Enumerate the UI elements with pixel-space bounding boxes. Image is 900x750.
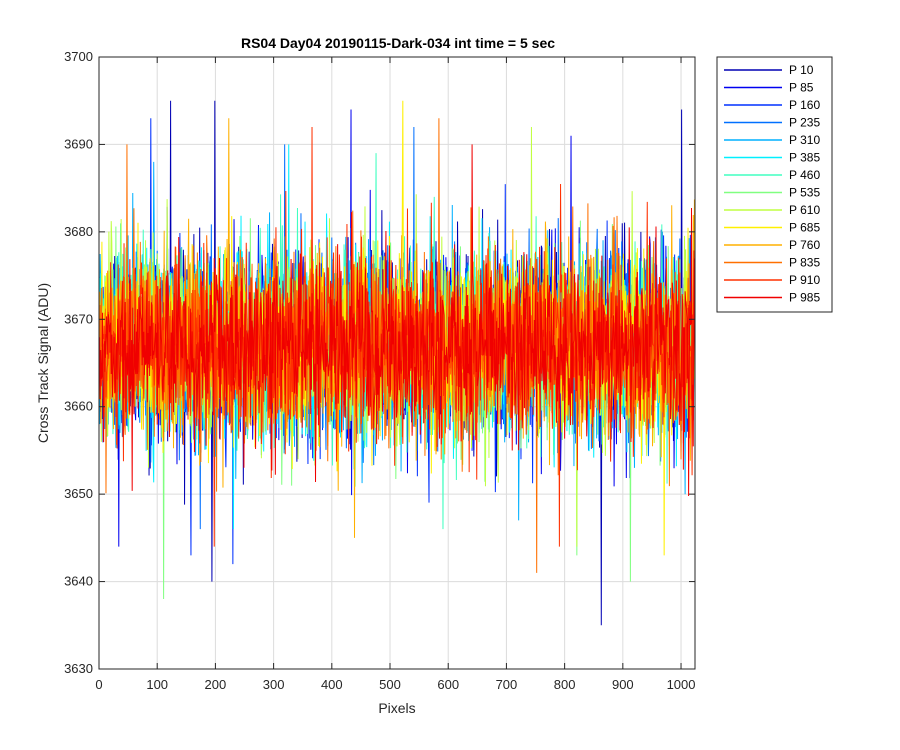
legend-entry: P 985: [789, 291, 820, 305]
x-tick-label: 1000: [667, 677, 696, 692]
x-tick-label: 700: [496, 677, 518, 692]
x-tick-label: 400: [321, 677, 343, 692]
x-tick-label: 900: [612, 677, 634, 692]
y-tick-label: 3700: [64, 49, 93, 64]
y-tick-label: 3680: [64, 224, 93, 239]
legend-box: [716, 56, 833, 313]
x-tick-label: 0: [95, 677, 102, 692]
y-tick-label: 3690: [64, 136, 93, 151]
x-tick-label: 300: [263, 677, 285, 692]
series-line-p985: [99, 144, 695, 497]
legend-entry: P 385: [789, 151, 820, 165]
legend-entry: P 610: [789, 203, 820, 217]
legend-entry: P 310: [789, 133, 820, 147]
legend-entry: P 460: [789, 168, 820, 182]
legend-entry: P 685: [789, 221, 820, 235]
y-axis-label: Cross Track Signal (ADU): [35, 283, 51, 443]
chart-title: RS04 Day04 20190115-Dark-034 int time = …: [241, 35, 555, 51]
legend-entry: P 760: [789, 238, 820, 252]
legend-entry: P 535: [789, 186, 820, 200]
series-line-p835: [99, 118, 695, 573]
y-axis: 3630 3640 3650 3660 3670 3680 3690 3700: [64, 49, 695, 676]
x-tick-label: 500: [379, 677, 401, 692]
x-tick-label: 800: [554, 677, 576, 692]
x-axis: 0 100 200 300 400 500 600 700 800 900 1000: [95, 57, 695, 692]
legend-entry: P 85: [789, 81, 814, 95]
series-group: [99, 100, 695, 626]
y-tick-label: 3660: [64, 399, 93, 414]
legend-entry: P 235: [789, 116, 820, 130]
legend-entry: P 835: [789, 256, 820, 270]
x-axis-label: Pixels: [378, 700, 415, 716]
y-tick-label: 3670: [64, 311, 93, 326]
y-tick-label: 3640: [64, 574, 93, 589]
legend-entry: P 160: [789, 98, 820, 112]
legend[interactable]: P 10 P 85 P 160 P 235 P 310 P 385 P 460 P 535 P …: [716, 56, 833, 313]
y-tick-label: 3650: [64, 486, 93, 501]
y-tick-label: 3630: [64, 661, 93, 676]
legend-entry: P 10: [789, 63, 814, 77]
x-tick-label: 200: [205, 677, 227, 692]
x-tick-label: 100: [146, 677, 168, 692]
plot-frame: [98, 56, 696, 670]
x-tick-label: 600: [437, 677, 459, 692]
legend-entry: P 910: [789, 273, 820, 287]
